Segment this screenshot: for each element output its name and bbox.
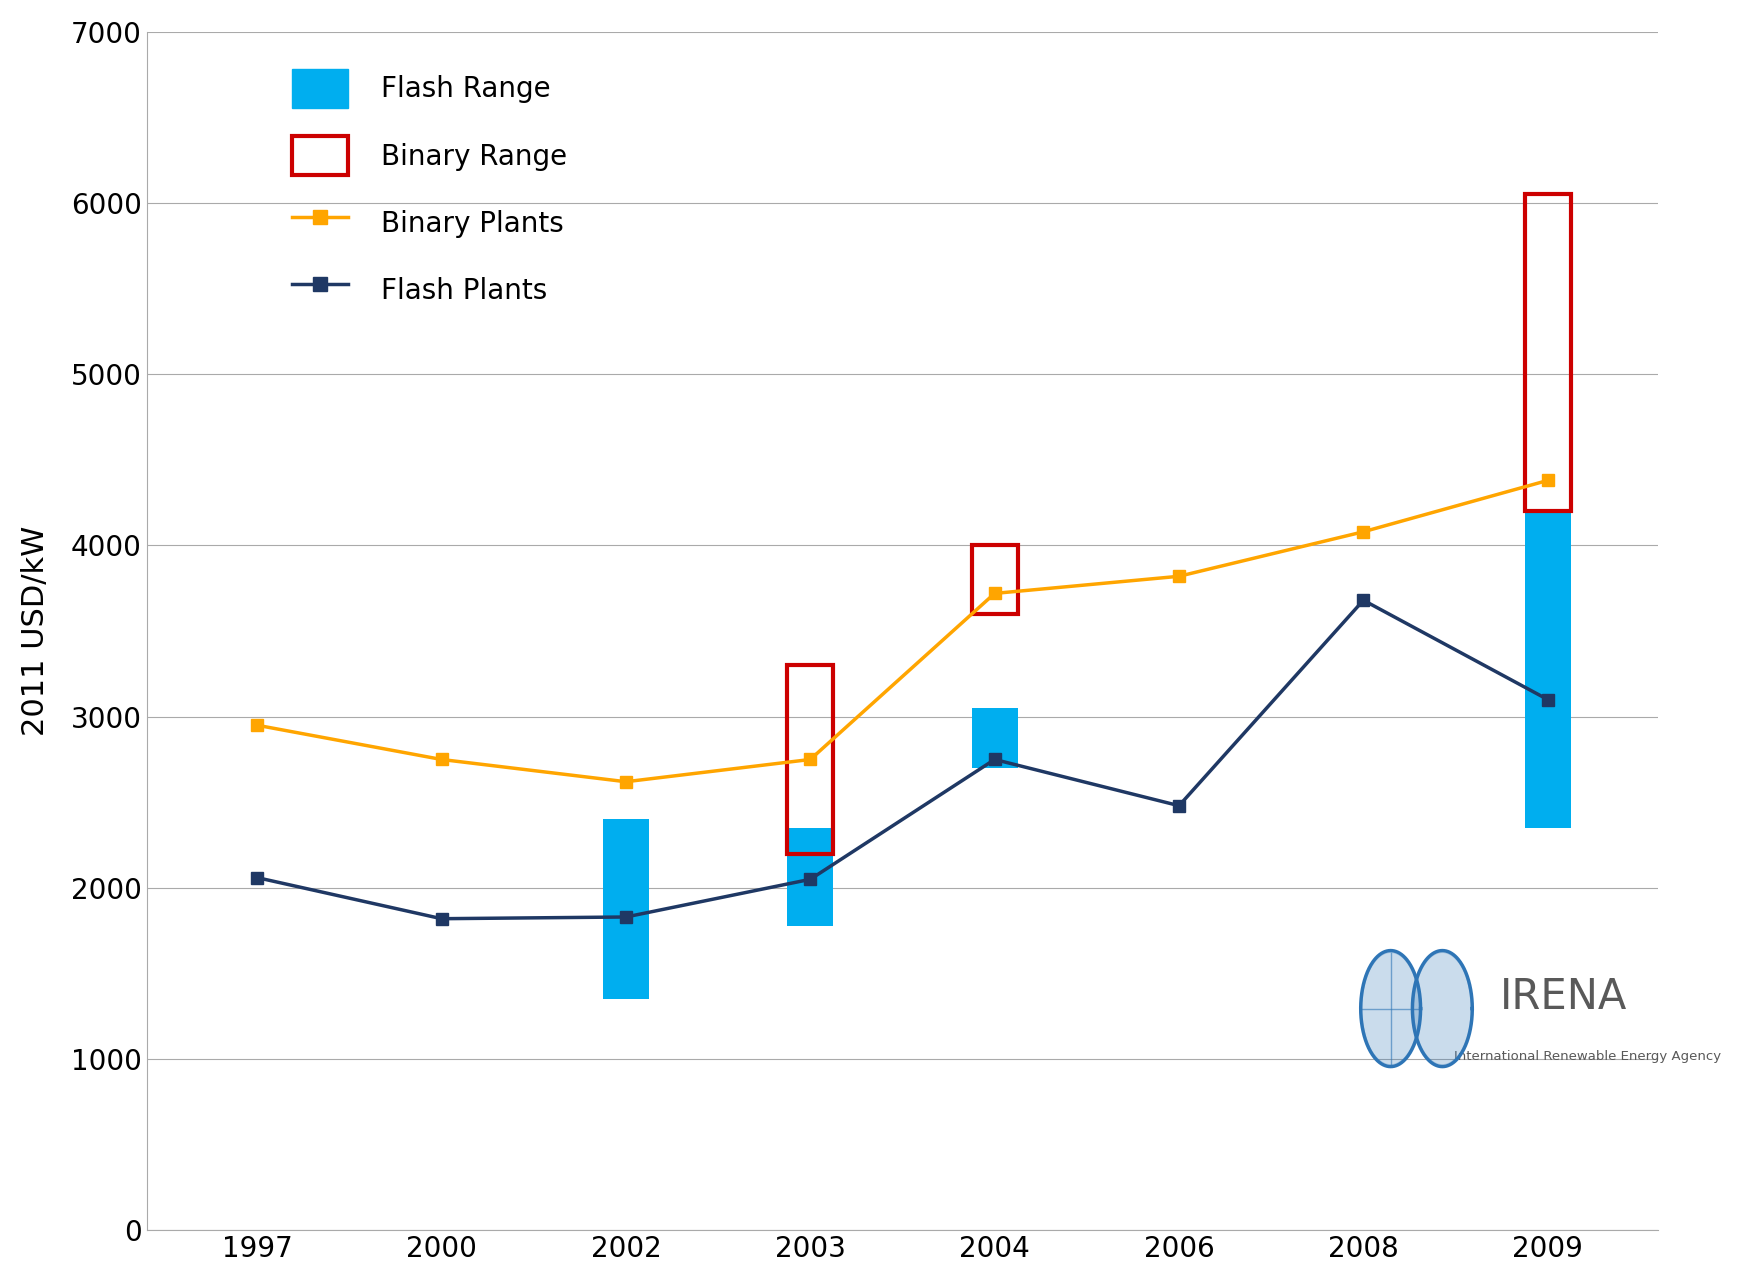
Legend: Flash Range, Binary Range, Binary Plants, Flash Plants: Flash Range, Binary Range, Binary Plants…	[282, 58, 578, 321]
Bar	[1524, 511, 1570, 828]
Text: International Renewable Energy Agency: International Renewable Energy Agency	[1454, 1050, 1721, 1063]
Bar	[971, 546, 1018, 614]
Bar	[603, 819, 648, 999]
Bar	[1524, 194, 1570, 511]
Text: IRENA: IRENA	[1499, 976, 1626, 1018]
Y-axis label: 2011 USD/kW: 2011 USD/kW	[21, 526, 49, 736]
Bar	[788, 665, 833, 854]
Bar	[971, 707, 1018, 768]
Bar	[788, 828, 833, 926]
